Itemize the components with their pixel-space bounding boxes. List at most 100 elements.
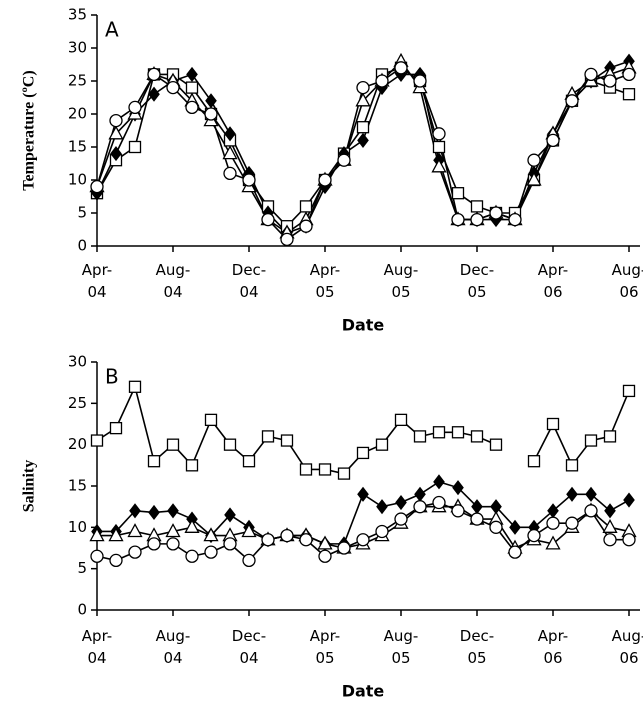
- marker: [185, 100, 199, 115]
- marker: [109, 421, 123, 435]
- marker: [622, 384, 636, 398]
- marker: [242, 553, 256, 568]
- x-tick-label: Aug- 05: [384, 627, 419, 667]
- marker: [413, 74, 427, 88]
- x-tick-label: Apr- 05: [310, 261, 340, 301]
- marker: [603, 533, 617, 547]
- marker: [432, 495, 446, 510]
- marker: [489, 520, 503, 534]
- x-tick-label: Apr- 06: [538, 261, 568, 301]
- marker: [355, 92, 371, 107]
- y-tick-label: 25: [68, 394, 87, 412]
- tick-label-line: Aug-: [384, 627, 419, 645]
- marker: [375, 74, 389, 88]
- marker: [242, 455, 256, 468]
- tick-label-line: 06: [619, 649, 638, 667]
- marker: [622, 533, 636, 547]
- marker: [489, 438, 503, 451]
- tick-label-line: Dec-: [232, 627, 266, 645]
- marker: [565, 516, 579, 530]
- x-tick-label: Aug- 04: [156, 627, 191, 667]
- x-tick-label: Aug- 06: [612, 627, 643, 667]
- tick-label-line: 05: [467, 283, 486, 301]
- marker: [204, 545, 218, 559]
- tick-label-line: 06: [619, 283, 638, 301]
- marker: [432, 426, 446, 439]
- marker: [261, 430, 275, 443]
- marker: [527, 528, 541, 543]
- marker: [184, 518, 200, 533]
- marker: [395, 494, 407, 511]
- marker: [565, 459, 579, 472]
- marker: [603, 74, 617, 88]
- tick-label-line: 06: [543, 283, 562, 301]
- tick-label-line: 04: [239, 283, 258, 301]
- marker: [108, 125, 124, 140]
- y-tick-label: 30: [68, 39, 87, 57]
- tick-label-line: Apr-: [538, 627, 568, 645]
- tick-label-line: Aug-: [156, 261, 191, 279]
- marker: [186, 66, 198, 82]
- marker: [110, 146, 122, 162]
- marker: [357, 132, 369, 148]
- marker: [526, 171, 542, 186]
- marker: [394, 61, 408, 75]
- tick-label-line: 05: [315, 283, 334, 301]
- marker: [623, 492, 635, 508]
- marker: [584, 67, 598, 82]
- marker: [546, 417, 560, 431]
- marker: [185, 81, 199, 94]
- y-tick-label: 0: [77, 601, 87, 619]
- marker: [602, 518, 618, 533]
- x-tick-label: Dec- 05: [460, 627, 494, 667]
- y-tick-label: 15: [68, 138, 87, 156]
- y-tick-label: 20: [68, 435, 87, 453]
- marker: [470, 512, 484, 526]
- tick-label-line: Apr-: [82, 261, 112, 279]
- marker: [299, 533, 313, 547]
- x-tick-label: Apr- 05: [310, 627, 340, 667]
- marker: [241, 523, 257, 538]
- tick-label-line: Aug-: [612, 261, 643, 279]
- marker: [185, 549, 199, 563]
- marker: [508, 545, 522, 559]
- marker: [470, 430, 484, 443]
- marker: [242, 173, 256, 187]
- tick-label-line: Apr-: [82, 627, 112, 645]
- y-tick-label: 10: [68, 518, 87, 536]
- y-axis-title: Salinity: [21, 460, 38, 512]
- y-tick-label: 30: [68, 353, 87, 371]
- tick-label-line: Aug-: [612, 627, 643, 645]
- marker: [223, 537, 237, 551]
- tick-label-line: Aug-: [156, 627, 191, 645]
- series-line: [96, 384, 630, 475]
- marker: [622, 67, 636, 82]
- marker: [527, 455, 541, 468]
- marker: [129, 503, 141, 519]
- marker: [451, 504, 465, 518]
- y-tick-label: 25: [68, 72, 87, 90]
- marker: [337, 541, 351, 555]
- marker: [128, 100, 142, 115]
- tick-label-line: Aug-: [384, 261, 419, 279]
- tick-label-line: Dec-: [460, 627, 494, 645]
- y-tick-label: 20: [68, 105, 87, 123]
- marker: [261, 533, 275, 547]
- marker: [166, 537, 180, 551]
- marker: [452, 480, 464, 496]
- marker: [128, 545, 142, 559]
- marker: [394, 413, 408, 427]
- marker: [223, 166, 237, 181]
- panel-label: B: [105, 365, 119, 389]
- marker: [547, 503, 559, 519]
- y-tick-label: 5: [77, 204, 87, 222]
- marker: [604, 503, 616, 519]
- marker: [489, 206, 503, 220]
- marker: [128, 380, 142, 393]
- marker: [433, 474, 445, 490]
- marker: [166, 438, 180, 451]
- marker: [223, 438, 237, 451]
- marker: [185, 459, 199, 472]
- x-tick-label: Aug- 06: [612, 261, 643, 301]
